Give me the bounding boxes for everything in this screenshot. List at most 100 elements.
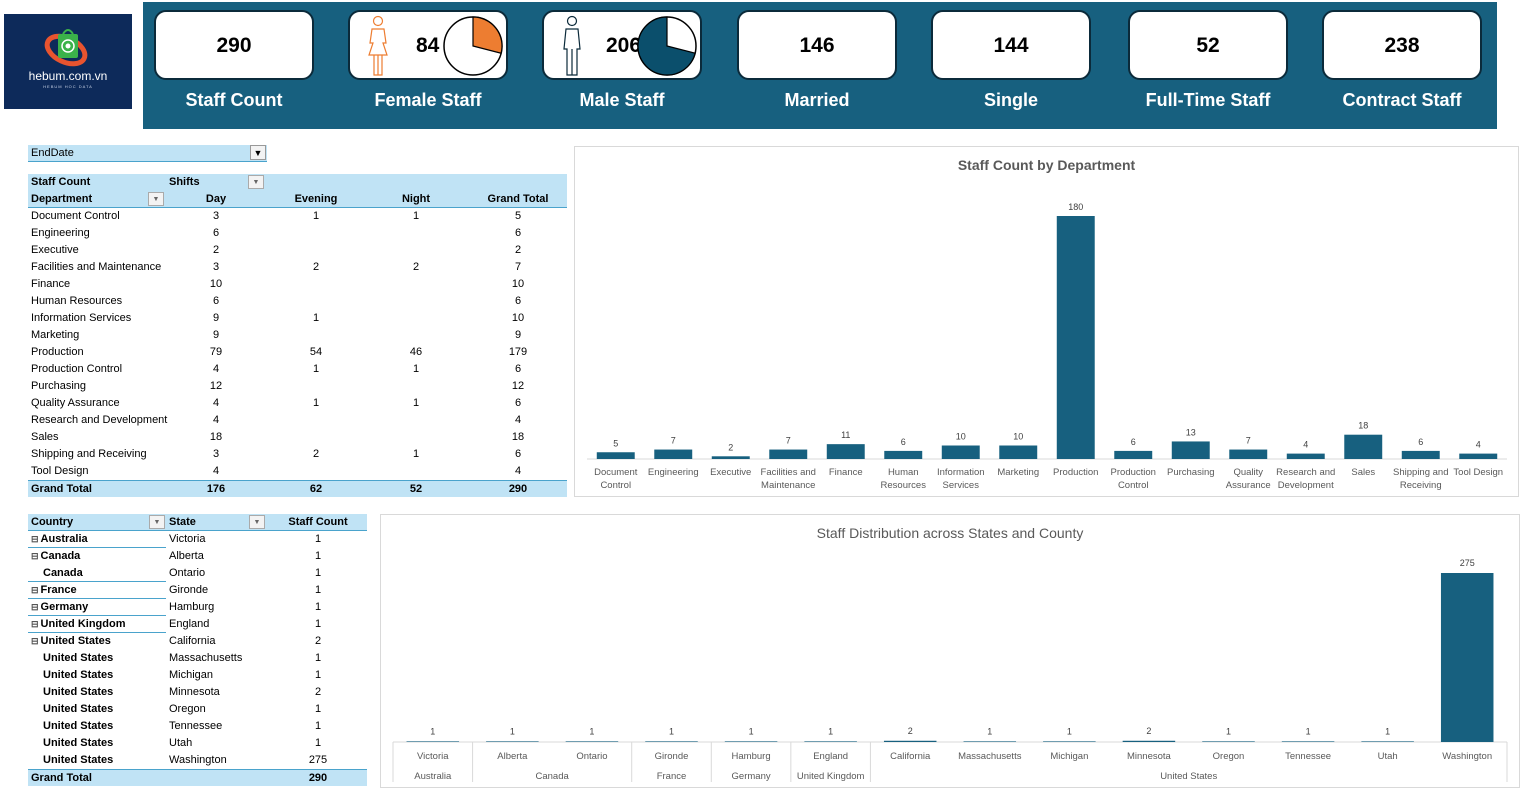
state-name: Minnesota <box>169 686 220 698</box>
bar[interactable] <box>883 740 937 742</box>
bar[interactable] <box>711 456 750 459</box>
grand-total-label: Grand Total <box>31 483 92 495</box>
bar[interactable] <box>941 445 980 460</box>
state-bar-chart-svg: 1 Victoria 1 Alberta 1 Ontario 1 Gironde 1 Hambur… <box>392 558 1508 782</box>
kpi-value: 144 <box>993 34 1029 57</box>
country-name: United States <box>28 667 166 684</box>
table-cell: 179 <box>508 346 528 358</box>
bar[interactable] <box>565 741 619 742</box>
enddate-filter[interactable]: EndDate ▼ <box>28 145 267 162</box>
data-label: 275 <box>1460 558 1475 568</box>
department-name: Production Control <box>31 363 123 375</box>
kpi-value: 290 <box>216 34 252 57</box>
bar[interactable] <box>963 741 1017 742</box>
bar[interactable] <box>645 741 698 742</box>
state-filter-dropdown[interactable]: ▼ <box>249 515 265 529</box>
data-label: 1 <box>1385 726 1390 736</box>
staff-count-cell: 1 <box>314 550 322 562</box>
bar[interactable] <box>804 741 857 742</box>
staff-by-state-chart[interactable]: Staff Distribution across States and Cou… <box>380 514 1520 788</box>
group-label: Canada <box>536 771 570 782</box>
data-label: 1 <box>589 726 594 736</box>
kpi-card: 84 <box>348 10 508 80</box>
kpi-staff-count: 290 Staff Count <box>154 10 314 111</box>
bar[interactable] <box>486 741 539 742</box>
table-cell: 3 <box>212 448 220 460</box>
data-label: 2 <box>728 442 733 452</box>
x-tick-label: Washington <box>1442 751 1492 762</box>
bar[interactable] <box>1344 434 1383 459</box>
bar[interactable] <box>1202 741 1255 742</box>
bar[interactable] <box>1122 740 1176 742</box>
bar[interactable] <box>724 741 778 742</box>
collapse-icon[interactable]: ⊟ <box>31 551 39 561</box>
table-row: Tool Design 4 4 <box>28 463 567 480</box>
group-label: United States <box>1160 771 1217 782</box>
bar[interactable] <box>1171 441 1210 459</box>
table-cell: 4 <box>514 465 522 477</box>
country-filter-dropdown[interactable]: ▼ <box>149 515 165 529</box>
bar[interactable] <box>1114 450 1153 459</box>
bar[interactable] <box>1459 453 1498 459</box>
bar[interactable] <box>884 450 923 459</box>
male-share-pie <box>637 16 697 76</box>
collapse-icon[interactable]: ⊟ <box>31 534 39 544</box>
x-tick-label: Human <box>888 467 919 478</box>
state-name: Hamburg <box>169 601 215 613</box>
table-row: Purchasing 12 12 <box>28 378 567 395</box>
table-row: Production Control 4 1 1 6 <box>28 361 567 378</box>
table-cell: 1 <box>412 448 420 460</box>
table-cell: 1 <box>412 210 420 222</box>
kpi-card: 146 <box>737 10 897 80</box>
table-cell: 1 <box>412 397 420 409</box>
table-row: ⊟ United States California 2 <box>28 633 367 650</box>
bar[interactable] <box>1229 449 1268 459</box>
department-name: Document Control <box>31 210 120 222</box>
x-tick-label: Services <box>943 480 980 491</box>
x-tick-label: Information <box>937 467 985 478</box>
collapse-icon[interactable]: ⊟ <box>31 585 39 595</box>
bar[interactable] <box>1056 216 1095 459</box>
bar[interactable] <box>1286 453 1325 459</box>
bar[interactable] <box>1401 450 1440 459</box>
department-name: Executive <box>31 244 79 256</box>
bar[interactable] <box>826 444 865 459</box>
data-label: 13 <box>1186 427 1196 437</box>
table-row: Human Resources 6 6 <box>28 293 567 310</box>
grand-total-cell: 176 <box>206 483 226 495</box>
table-row: Engineering 6 6 <box>28 225 567 242</box>
collapse-icon[interactable]: ⊟ <box>31 636 39 646</box>
bar[interactable] <box>769 449 808 459</box>
x-tick-label: Oregon <box>1213 751 1245 762</box>
data-label: 1 <box>1226 726 1231 736</box>
bar[interactable] <box>596 452 635 459</box>
x-tick-label: England <box>813 751 848 762</box>
x-tick-label: Massachusetts <box>958 751 1022 762</box>
collapse-icon[interactable]: ⊟ <box>31 602 39 612</box>
table-cell: 18 <box>209 431 223 443</box>
grand-total-cell: 52 <box>409 483 423 495</box>
department-name: Tool Design <box>31 465 89 477</box>
bar[interactable] <box>1281 741 1335 742</box>
bar[interactable] <box>1361 741 1414 742</box>
filter-cleared-icon[interactable]: ▼ <box>250 145 266 160</box>
bar[interactable] <box>1440 573 1494 742</box>
shifts-filter-dropdown[interactable]: ▼ <box>248 175 264 189</box>
table-cell: 10 <box>511 278 525 290</box>
bar[interactable] <box>654 449 693 459</box>
table-cell: 9 <box>212 312 220 324</box>
x-tick-label: Marketing <box>997 467 1039 478</box>
grand-total-row: Grand Total 290 <box>28 769 367 786</box>
logo-subtext: HEBUM HOC DATA <box>43 84 93 89</box>
staff-count-cell: 1 <box>314 652 322 664</box>
bar[interactable] <box>406 741 460 742</box>
kpi-label: Full-Time Staff <box>1145 90 1271 110</box>
bar[interactable] <box>1043 741 1096 742</box>
department-filter-dropdown[interactable]: ▼ <box>148 192 164 206</box>
collapse-icon[interactable]: ⊟ <box>31 619 39 629</box>
kpi-value: 238 <box>1384 34 1420 57</box>
department-name: Production <box>31 346 84 358</box>
table-cell: 2 <box>514 244 522 256</box>
bar[interactable] <box>999 445 1038 460</box>
staff-by-department-chart[interactable]: Staff Count by Department 5 Document Contr… <box>574 146 1519 497</box>
